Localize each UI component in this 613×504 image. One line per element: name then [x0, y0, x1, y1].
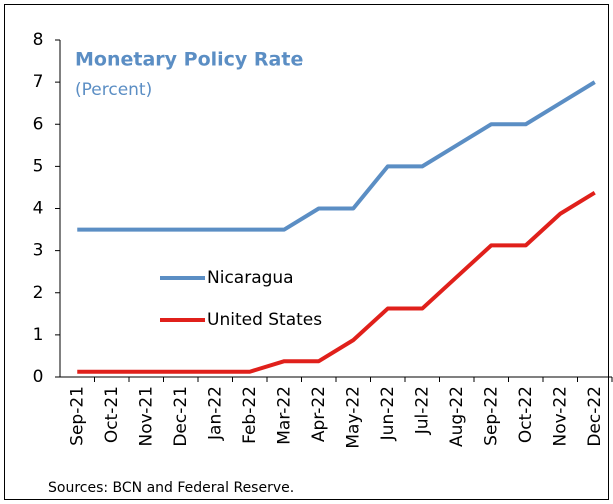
y-tick-label: 8 — [33, 30, 44, 50]
x-tick-label: Nov-21 — [136, 386, 156, 447]
x-tick-label: Dec-22 — [585, 386, 605, 447]
x-tick-label: Feb-22 — [240, 386, 260, 444]
x-tick-label: Dec-21 — [171, 386, 191, 447]
x-tick-label: Sep-21 — [67, 386, 87, 446]
y-tick-label: 6 — [33, 114, 44, 134]
series-line — [77, 80, 596, 232]
y-tick-label: 2 — [33, 283, 44, 303]
x-tick-label: Aug-22 — [447, 386, 467, 447]
x-tick-label: Jan-22 — [205, 386, 225, 441]
x-tick-label: Apr-22 — [309, 386, 329, 442]
y-tick-label: 1 — [33, 325, 44, 345]
x-tick-label: Oct-22 — [516, 386, 536, 443]
x-tick-label: Jun-22 — [378, 386, 398, 441]
legend-label: Nicaragua — [207, 268, 294, 288]
x-tick-label: Mar-22 — [274, 386, 294, 445]
x-tick-label: Oct-21 — [102, 386, 122, 443]
chart-title: Monetary Policy Rate — [75, 49, 303, 71]
y-tick-label: 0 — [33, 367, 44, 387]
y-tick-label: 7 — [33, 72, 44, 92]
frame — [4, 4, 609, 500]
y-tick-label: 5 — [33, 156, 44, 176]
x-tick-label: Nov-22 — [550, 386, 570, 447]
chart-subtitle: (Percent) — [75, 80, 152, 100]
x-tick-label: Jul-22 — [412, 386, 432, 435]
y-tick-label: 4 — [33, 199, 44, 219]
x-tick-label: Sep-22 — [481, 386, 501, 446]
y-tick-label: 3 — [33, 241, 44, 261]
legend-label: United States — [207, 310, 322, 330]
series-line — [77, 190, 596, 374]
x-tick-label: May-22 — [343, 386, 363, 449]
source-note: Sources: BCN and Federal Reserve. — [48, 480, 294, 496]
